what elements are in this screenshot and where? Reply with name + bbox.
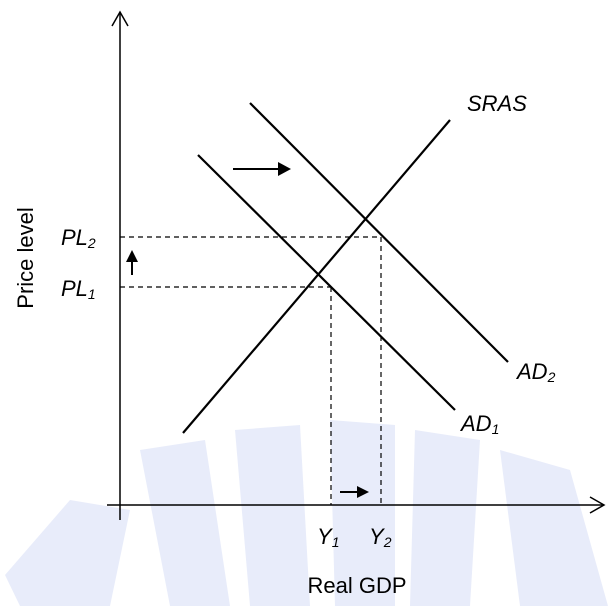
y2-label: Y2 bbox=[369, 524, 392, 550]
output-increase-arrow bbox=[340, 486, 369, 498]
pl2-label: PL2 bbox=[61, 225, 96, 251]
x-axis-arrowhead bbox=[589, 496, 606, 514]
y1-label: Y1 bbox=[317, 524, 339, 550]
watermark bbox=[5, 420, 608, 606]
sras-label: SRAS bbox=[467, 91, 527, 116]
y-axis-title: Price level bbox=[13, 207, 38, 308]
pl1-label: PL1 bbox=[61, 276, 96, 302]
sras-curve bbox=[182, 119, 451, 434]
ad2-curve bbox=[249, 102, 509, 363]
y-axis-arrowhead bbox=[111, 10, 129, 27]
ad1-curve bbox=[197, 154, 456, 411]
x-axis-title: Real GDP bbox=[307, 573, 406, 598]
price-increase-arrow bbox=[126, 250, 138, 275]
ad1-label: AD1 bbox=[459, 411, 499, 437]
ad2-label: AD2 bbox=[515, 359, 556, 385]
ad-shift-arrow bbox=[233, 162, 291, 176]
